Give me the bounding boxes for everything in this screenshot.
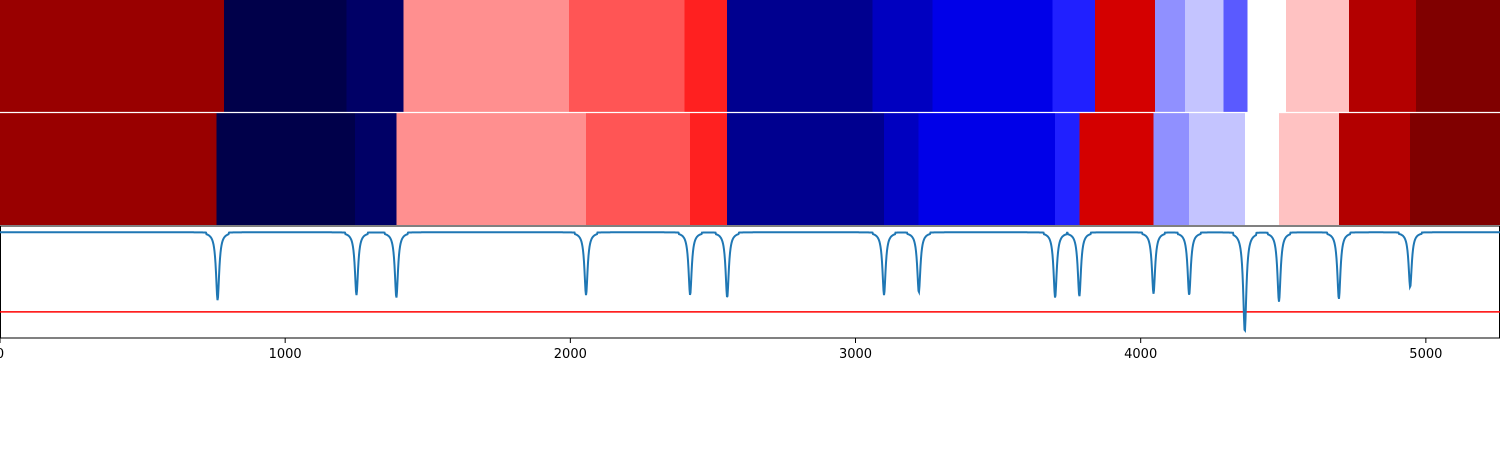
segment-1-4 (403, 0, 569, 113)
segment-2-4 (396, 112, 587, 225)
segment-2-8 (884, 112, 919, 225)
segment-2-6 (690, 112, 728, 225)
segment-1-7 (727, 0, 873, 113)
segment-1-8 (872, 0, 933, 113)
segment-2-11 (1079, 112, 1154, 225)
segmentation-row-1 (0, 0, 1500, 113)
segment-2-10 (1055, 112, 1080, 225)
segment-1-11 (1095, 0, 1155, 113)
x-tick-label-4: 3000 (839, 347, 872, 362)
segment-2-12 (1153, 112, 1190, 225)
segment-2-1 (0, 112, 217, 225)
segment-2-9 (918, 112, 1056, 225)
segment-1-9 (932, 0, 1053, 113)
x-tick-label-3: 2000 (554, 347, 587, 362)
segment-1-13 (1184, 0, 1224, 113)
score-trace-line (0, 231, 1500, 334)
segment-2-2 (216, 112, 356, 225)
segment-1-17 (1348, 0, 1416, 113)
x-tick-label-6: 5000 (1409, 347, 1442, 362)
segment-2-14 (1244, 112, 1279, 225)
x-tick-label-5: 4000 (1124, 347, 1157, 362)
segment-1-2 (223, 0, 347, 113)
segment-1-10 (1052, 0, 1096, 113)
segment-1-16 (1286, 0, 1349, 113)
segment-2-3 (355, 112, 397, 225)
segment-2-13 (1189, 112, 1245, 225)
segment-1-12 (1154, 0, 1185, 113)
x-axis: 0 1000 2000 3000 4000 5000 (0, 338, 1442, 362)
x-tick-label-1: 0 (0, 347, 4, 362)
segment-2-16 (1338, 112, 1411, 225)
segment-2-7 (727, 112, 885, 225)
segment-1-14 (1223, 0, 1248, 113)
segment-2-15 (1278, 112, 1339, 225)
segment-1-5 (568, 0, 685, 113)
segment-2-17 (1410, 112, 1500, 225)
segment-1-3 (346, 0, 404, 113)
segment-1-15 (1247, 0, 1287, 113)
score-panel (0, 225, 1500, 339)
x-tick-label-2: 1000 (269, 347, 302, 362)
segment-1-6 (684, 0, 728, 113)
segmentation-rows (0, 0, 1500, 225)
segment-1-18 (1415, 0, 1500, 113)
segment-1-1 (0, 0, 224, 113)
segmentation-row-2 (0, 112, 1500, 225)
segment-2-5 (586, 112, 691, 225)
